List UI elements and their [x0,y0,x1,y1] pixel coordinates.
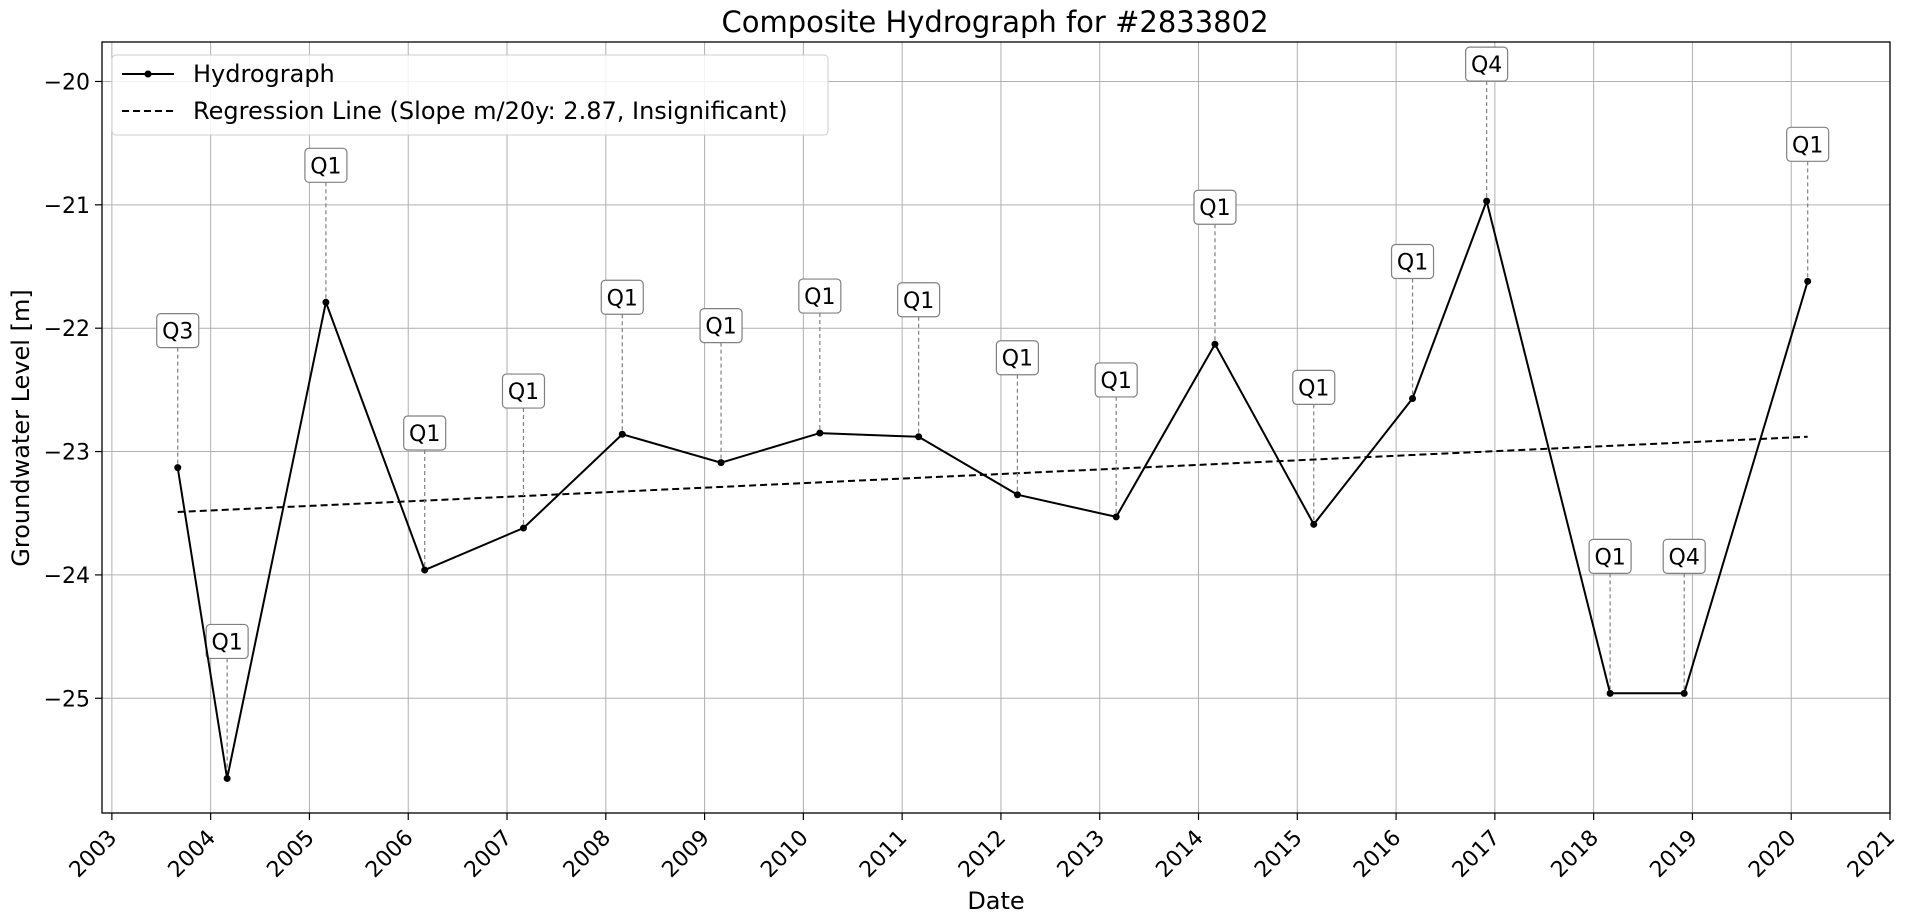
regression-line [177,435,1808,514]
legend-hydrograph-marker [144,70,152,78]
legend-hydrograph-label: Hydrograph [193,60,335,88]
annotation-label: Q1 [310,154,341,179]
x-tick-label: 2009 [658,826,715,883]
annotation-label: Q1 [1594,545,1625,570]
x-tick-label: 2006 [361,826,418,883]
hydrograph-point [915,433,923,441]
annotation-label: Q1 [1101,369,1132,394]
hydrograph-point [421,566,429,574]
x-tick-label: 2005 [262,826,319,883]
x-tick-label: 2020 [1744,826,1801,883]
hydrograph-point [618,430,626,438]
annotation-box [501,373,546,409]
y-tick-label: −25 [44,687,90,712]
annotation-label: Q1 [211,630,242,655]
annotation-label: Q1 [607,286,638,311]
y-axis-label: Groundwater Level [m] [7,289,35,566]
y-tick-label: −24 [44,564,90,589]
legend: Hydrograph Regression Line (Slope m/20y:… [111,54,829,136]
annotation-box [995,340,1040,376]
annotation-label: Q1 [705,315,736,340]
annotation-label: Q1 [1792,133,1823,158]
regression-line-layer [177,435,1808,514]
annotation-label: Q1 [508,380,539,405]
hydrograph-point [322,298,330,306]
x-tick-label: 2013 [1053,826,1110,883]
grid-lines [102,42,1891,813]
x-tick-label: 2017 [1448,826,1505,883]
annotation-box [1465,46,1509,82]
hydrograph-point [816,429,824,437]
hydrograph-point [1606,689,1614,697]
plot-frame [101,41,1891,814]
x-tick-label: 2019 [1645,826,1702,883]
hydrograph-point [717,459,725,467]
quarter-annotations: Q3 Q1 Q1 Q1 Q1 Q1 Q1 Q1 Q1 Q1 Q1 Q1 Q1 Q1 Q4 Q1 Q4 Q1 [156,46,1830,779]
x-tick-label: 2003 [65,826,122,883]
x-tick-label: 2011 [855,826,912,883]
annotation-label: Q1 [409,422,440,447]
x-tick-label: 2008 [559,826,616,883]
annotation-label: Q1 [804,285,835,310]
annotation-label: Q1 [1397,251,1428,276]
hydrograph-line [176,197,1809,779]
annotation-box [600,279,644,315]
annotation-label: Q4 [1471,53,1502,78]
annotation-box [1662,538,1706,574]
x-tick-label: 2010 [756,826,813,883]
y-tick-label: −23 [44,441,90,466]
x-tick-label: 2004 [164,826,221,883]
hydrograph-point [519,524,527,532]
annotation-label: Q4 [1669,545,1700,570]
x-tick-label: 2015 [1250,826,1307,883]
annotation-label: Q3 [162,320,193,345]
annotation-box [798,278,842,314]
y-tick-label: −20 [44,70,90,95]
annotation-box [1588,538,1632,574]
hydrograph-point [1409,395,1417,403]
annotation-box [1786,126,1830,162]
x-axis-ticks: 2003 2004 2005 2006 2007 2008 2009 2010 2011 2012… [65,813,1900,883]
x-tick-label: 2016 [1349,826,1406,883]
hydrograph-layer [174,197,1812,782]
hydrograph-point [1310,520,1318,528]
x-axis-label: Date [967,887,1024,915]
hydrograph-point [1680,689,1688,697]
y-axis-ticks: −25 −24 −23 −22 −21 −20 [44,70,102,712]
annotation-box [304,147,348,183]
hydrograph-point [1013,491,1021,499]
x-tick-label: 2012 [954,826,1011,883]
annotation-label: Q1 [1199,196,1230,221]
annotation-box [1390,243,1435,280]
annotation-label: Q1 [903,289,934,314]
x-tick-label: 2014 [1151,826,1208,883]
legend-box [111,54,829,136]
hydrograph-point [223,774,231,782]
annotation-box [699,308,743,344]
x-tick-label: 2018 [1547,826,1604,883]
annotation-box [156,312,200,349]
y-tick-label: −21 [44,194,90,219]
y-tick-label: −22 [44,317,90,342]
annotation-box [1193,189,1237,225]
annotation-label: Q1 [1002,347,1033,372]
x-tick-label: 2021 [1843,826,1900,883]
legend-regression-label: Regression Line (Slope m/20y: 2.87, Insi… [193,97,788,125]
hydrograph-point [1804,277,1812,285]
annotation-box [1292,369,1336,405]
hydrograph-point [1483,197,1491,205]
hydrograph-point [1112,513,1120,521]
annotation-box [897,282,941,318]
annotation-label: Q1 [1298,376,1329,401]
chart-title: Composite Hydrograph for #2833802 [721,5,1268,39]
annotation-box [403,415,447,451]
hydrograph-point [174,464,182,472]
annotation-box [1094,362,1138,398]
x-tick-label: 2007 [460,826,517,883]
hydrograph-point [1211,340,1219,348]
